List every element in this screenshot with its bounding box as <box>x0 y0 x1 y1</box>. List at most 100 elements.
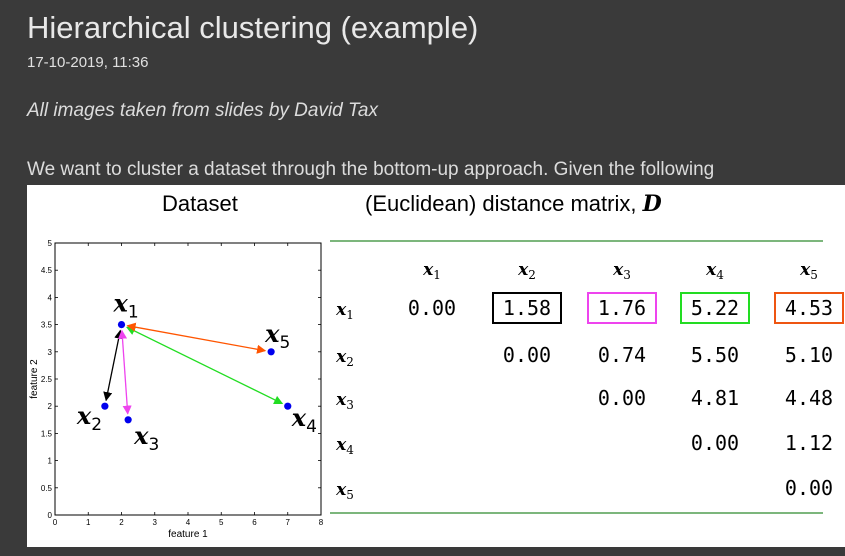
data-point <box>117 321 126 329</box>
matrix-row-header-sub: 1 <box>346 308 354 322</box>
matrix-col-header-base: x <box>705 260 717 280</box>
x-axis-label: feature 1 <box>168 529 208 540</box>
dataset-caption: Dataset <box>162 191 238 216</box>
highlight-box <box>774 292 844 324</box>
matrix-row-header-sub: 3 <box>346 398 354 412</box>
matrix-col-header-base: x <box>612 260 624 280</box>
point-label-sub: 1 <box>128 303 139 323</box>
matrix-col-header-sub: 2 <box>528 268 536 282</box>
y-tick-label: 5 <box>48 239 53 248</box>
matrix-cell: 1.58 <box>503 296 551 320</box>
y-tick-label: 4 <box>48 293 53 302</box>
point-label: x4 <box>291 403 317 437</box>
matrix-cell: 0.00 <box>691 431 739 455</box>
matrix-col-header: x3 <box>612 260 631 282</box>
matrix-row-header-sub: 2 <box>346 355 354 369</box>
figure-svg: Dataset (Euclidean) distance matrix, D 0… <box>29 191 844 540</box>
x-tick-label: 2 <box>119 518 124 527</box>
matrix-cell: 0.00 <box>598 386 646 410</box>
matrix-caption: (Euclidean) distance matrix, D <box>365 191 662 217</box>
scatter-plot: 0 1 2 3 4 5 6 7 8 0 0.5 1 1.5 2 2.5 3 3.5 4 4.5 5 feature 1 f… <box>29 239 324 540</box>
point-label-sub: 4 <box>306 417 317 437</box>
x-tick-label: 0 <box>53 518 58 527</box>
y-tick-label: 0.5 <box>41 484 53 493</box>
matrix-cell: 0.00 <box>503 343 551 367</box>
matrix-cell: 0.74 <box>598 343 646 367</box>
data-point <box>267 348 275 356</box>
distance-arrow <box>126 322 267 354</box>
matrix-row-header-base: x <box>335 435 347 455</box>
point-label: x5 <box>264 319 290 353</box>
y-axis-label: feature 2 <box>29 359 40 399</box>
point-label-base: x <box>264 319 280 348</box>
attribution-text: All images taken from slides by David Ta… <box>27 100 378 121</box>
matrix-row-header: x5 <box>335 480 354 502</box>
matrix-row-header-base: x <box>335 347 347 367</box>
y-tick-label: 3 <box>48 348 53 357</box>
matrix-cell: 1.76 <box>598 296 646 320</box>
matrix-col-header-sub: 4 <box>716 268 724 282</box>
matrix-cell: 4.81 <box>691 386 739 410</box>
y-tick-label: 0 <box>48 511 53 520</box>
matrix-col-header-base: x <box>517 260 529 280</box>
matrix-row-header: x2 <box>335 347 354 369</box>
distance-arrow <box>103 329 124 402</box>
point-label: x1 <box>113 289 139 323</box>
page-title: Hierarchical clustering (example) <box>27 10 479 45</box>
y-tick-label: 3.5 <box>41 321 53 330</box>
matrix-cell: 4.48 <box>785 386 833 410</box>
page-date: 17-10-2019, 11:36 <box>27 54 149 71</box>
matrix-row-header-base: x <box>335 480 347 500</box>
matrix-caption-text: (Euclidean) distance matrix, <box>365 191 643 216</box>
point-label-sub: 5 <box>279 333 290 353</box>
matrix-col-header-base: x <box>799 260 811 280</box>
matrix-cell: 1.12 <box>785 431 833 455</box>
point-label-sub: 2 <box>91 415 102 435</box>
x-tick-label: 7 <box>286 518 291 527</box>
data-point <box>124 416 132 424</box>
matrix-row-header-sub: 5 <box>346 488 354 502</box>
matrix-cell: 5.50 <box>691 343 739 367</box>
matrix-col-header-sub: 3 <box>623 268 631 282</box>
point-label-base: x <box>133 421 149 450</box>
matrix-row-header: x1 <box>335 300 354 322</box>
intro-paragraph: We want to cluster a dataset through the… <box>27 159 715 180</box>
matrix-cell: 0.00 <box>408 296 456 320</box>
matrix-cell: 5.10 <box>785 343 833 367</box>
plot-frame <box>54 242 322 516</box>
matrix-symbol: D <box>642 191 662 217</box>
y-tick-label: 1.5 <box>41 429 53 438</box>
point-label: x3 <box>133 421 159 455</box>
point-label-base: x <box>291 403 307 432</box>
matrix-cell: 5.22 <box>691 296 739 320</box>
y-tick-label: 4.5 <box>41 266 53 275</box>
distance-arrow <box>117 329 132 415</box>
x-tick-label: 3 <box>153 518 158 527</box>
matrix-row-header-base: x <box>335 390 347 410</box>
matrix-col-header: x1 <box>422 260 441 282</box>
highlight-box <box>587 292 657 324</box>
x-tick-label: 8 <box>319 518 324 527</box>
y-tick-label: 2.5 <box>41 375 53 384</box>
matrix-cell: 4.53 <box>785 296 833 320</box>
matrix-row-header: x4 <box>335 435 354 457</box>
data-point <box>101 402 109 410</box>
matrix-col-header: x4 <box>705 260 724 282</box>
clustering-figure: Dataset (Euclidean) distance matrix, D 0… <box>27 185 845 547</box>
highlight-box <box>680 292 750 324</box>
y-tick-label: 1 <box>48 457 53 466</box>
matrix-row-header: x3 <box>335 390 354 412</box>
point-label-base: x <box>113 289 129 318</box>
x-tick-label: 5 <box>219 518 224 527</box>
matrix-col-header-sub: 5 <box>810 268 818 282</box>
distance-arrow <box>126 326 284 405</box>
x-tick-label: 4 <box>186 518 191 527</box>
point-label-base: x <box>76 401 92 430</box>
point-label: x2 <box>76 401 102 435</box>
matrix-row-header-base: x <box>335 300 347 320</box>
x-tick-label: 6 <box>252 518 257 527</box>
data-point <box>284 402 292 410</box>
highlight-box <box>492 292 562 324</box>
y-tick-label: 2 <box>48 402 53 411</box>
